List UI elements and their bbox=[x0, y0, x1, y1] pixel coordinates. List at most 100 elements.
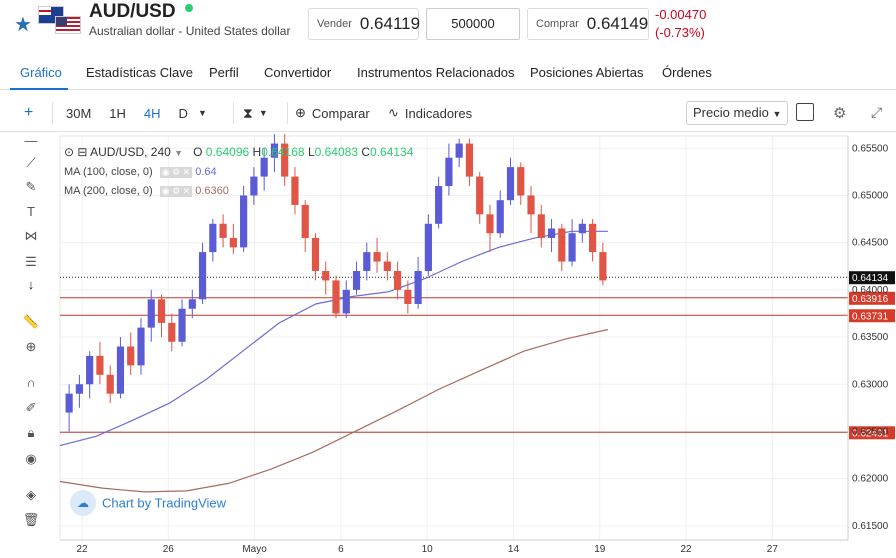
eye-icon[interactable]: ◉ bbox=[25, 451, 37, 466]
favorite-star-icon[interactable]: ★ bbox=[14, 14, 32, 36]
interval-dropdown-icon[interactable]: ▼ bbox=[197, 108, 207, 118]
candle-body bbox=[229, 237, 237, 248]
candle-body bbox=[455, 143, 463, 158]
candle-body bbox=[558, 228, 566, 262]
tab-convertidor[interactable]: Convertidor bbox=[264, 65, 332, 80]
ma200-value: 0.6360 bbox=[195, 185, 229, 197]
price-level-badge bbox=[849, 291, 895, 305]
expand-icon[interactable]: ⤢ bbox=[871, 104, 883, 120]
candle-body bbox=[250, 176, 258, 196]
compare-button[interactable]: ⊕ Comparar bbox=[295, 100, 370, 126]
price-change: -0.00470 (-0.73%) bbox=[655, 6, 706, 42]
pattern-icon[interactable]: ⋈ bbox=[24, 228, 38, 243]
x-tick-label: 26 bbox=[163, 544, 175, 555]
sell-button[interactable]: Vender 0.64119 bbox=[308, 8, 420, 40]
candle-body bbox=[198, 252, 207, 300]
candle-body bbox=[281, 143, 289, 177]
brush-icon[interactable]: ✎ bbox=[25, 179, 37, 194]
ruler-icon[interactable]: 📏 bbox=[22, 314, 40, 329]
tab-ordenes[interactable]: Órdenes bbox=[662, 65, 712, 80]
x-tick-label: 22 bbox=[76, 544, 88, 555]
candle-body bbox=[270, 143, 279, 158]
lock-icon[interactable]: 🔒︎ bbox=[27, 425, 35, 440]
buy-price: 0.64149 bbox=[586, 14, 649, 33]
ma200-settings-icon[interactable]: ◉ ⚙ ✕ bbox=[159, 186, 193, 197]
price-level-label: 0.63731 bbox=[852, 311, 889, 322]
legend-collapse-icon[interactable]: ⊙ ⊟ bbox=[64, 145, 88, 159]
trendline-icon[interactable]: ⟋ bbox=[26, 155, 36, 170]
candle-body bbox=[96, 355, 104, 375]
fullscreen-checkbox[interactable] bbox=[796, 103, 814, 121]
candle-body bbox=[65, 393, 73, 413]
candle-body bbox=[393, 270, 402, 290]
x-tick-label: Mayo bbox=[242, 544, 267, 555]
arrow-down-icon[interactable]: ↓ bbox=[27, 277, 35, 292]
tab-estadisticas[interactable]: Estadísticas Clave bbox=[86, 65, 193, 80]
tab-grafico[interactable]: Gráfico bbox=[20, 65, 62, 80]
ma100-settings-icon[interactable]: ◉ ⚙ ✕ bbox=[159, 167, 193, 178]
x-tick-label: 14 bbox=[508, 544, 520, 555]
indicators-button[interactable]: ∿ Indicadores bbox=[388, 100, 472, 126]
text-icon[interactable]: T bbox=[27, 204, 35, 219]
price-level-label: 0.62491 bbox=[852, 428, 889, 439]
y-tick-label: 0.62500 bbox=[852, 426, 889, 437]
active-tab-underline bbox=[10, 88, 68, 90]
amount-input[interactable]: 500000 bbox=[426, 8, 520, 40]
sell-label: Vender bbox=[317, 18, 352, 30]
last-price-label: 0.64134 bbox=[852, 273, 889, 284]
y-tick-label: 0.61500 bbox=[852, 521, 889, 532]
interval-4h[interactable]: 4H bbox=[143, 105, 161, 121]
price-mode-select[interactable]: Precio medio ▼ bbox=[686, 100, 789, 126]
legend-open: 0.64096 bbox=[205, 145, 250, 159]
settings-gear-icon[interactable]: ⚙ bbox=[833, 105, 847, 122]
instrument-description: Australian dollar - United States dollar bbox=[89, 24, 291, 38]
tab-posiciones[interactable]: Posiciones Abiertas bbox=[530, 65, 644, 80]
change-absolute: -0.00470 bbox=[655, 7, 707, 22]
candle-body bbox=[168, 322, 176, 342]
price-mode-value: Precio medio bbox=[693, 105, 769, 120]
candle-body bbox=[157, 299, 166, 323]
chart-legend: ⊙ ⊟ AUD/USD, 240 ▼ O 0.64096 H0.64168 L0… bbox=[64, 145, 414, 159]
candle-body bbox=[291, 176, 299, 205]
candle-body bbox=[465, 143, 474, 177]
tradingview-watermark[interactable]: ☁ Chart by TradingView bbox=[70, 490, 226, 516]
interval-d[interactable]: D bbox=[178, 105, 188, 121]
candle-body bbox=[311, 237, 320, 271]
fib-icon[interactable]: ☰ bbox=[25, 254, 37, 269]
legend-title: AUD/USD, 240 bbox=[90, 145, 171, 159]
interval-1h[interactable]: 1H bbox=[109, 105, 126, 121]
candle-body bbox=[537, 214, 545, 238]
candle-body bbox=[547, 228, 556, 238]
zoom-in-icon[interactable]: ⊕ bbox=[25, 339, 37, 354]
tab-instrumentos[interactable]: Instrumentos Relacionados bbox=[357, 65, 515, 80]
candle-body bbox=[322, 270, 330, 281]
candle-body bbox=[435, 186, 443, 224]
legend-high: 0.64168 bbox=[261, 145, 305, 159]
crosshair-icon[interactable]: + bbox=[24, 104, 34, 121]
lock-drawing-icon[interactable]: ✐ bbox=[25, 400, 37, 415]
magnet-icon[interactable]: ∩ bbox=[26, 375, 36, 390]
interval-30m[interactable]: 30M bbox=[66, 105, 92, 121]
layers-icon[interactable]: ◈ bbox=[26, 487, 36, 502]
buy-label: Comprar bbox=[536, 18, 579, 30]
buy-button[interactable]: Comprar 0.64149 bbox=[527, 8, 649, 40]
candle-body bbox=[260, 157, 268, 177]
candle-body bbox=[127, 346, 135, 366]
cursor-icon[interactable]: — bbox=[24, 133, 38, 148]
candle-body bbox=[137, 327, 145, 366]
candle-body bbox=[383, 261, 391, 271]
tab-perfil[interactable]: Perfil bbox=[209, 65, 239, 80]
chart-type-dropdown-icon[interactable]: ▼ bbox=[258, 108, 268, 118]
x-tick-label: 27 bbox=[767, 544, 779, 555]
y-tick-label: 0.65500 bbox=[852, 143, 889, 154]
price-level-label: 0.63916 bbox=[852, 294, 889, 305]
candle-body bbox=[240, 195, 248, 248]
candle-body bbox=[445, 157, 453, 187]
chart-type-candles-icon[interactable]: ⧗ bbox=[243, 104, 253, 121]
x-tick-label: 19 bbox=[594, 544, 606, 555]
sell-price: 0.64119 bbox=[359, 14, 421, 33]
candle-body bbox=[209, 223, 217, 253]
trash-icon[interactable]: 🗑︎ bbox=[22, 512, 40, 527]
candle-body bbox=[506, 167, 515, 201]
